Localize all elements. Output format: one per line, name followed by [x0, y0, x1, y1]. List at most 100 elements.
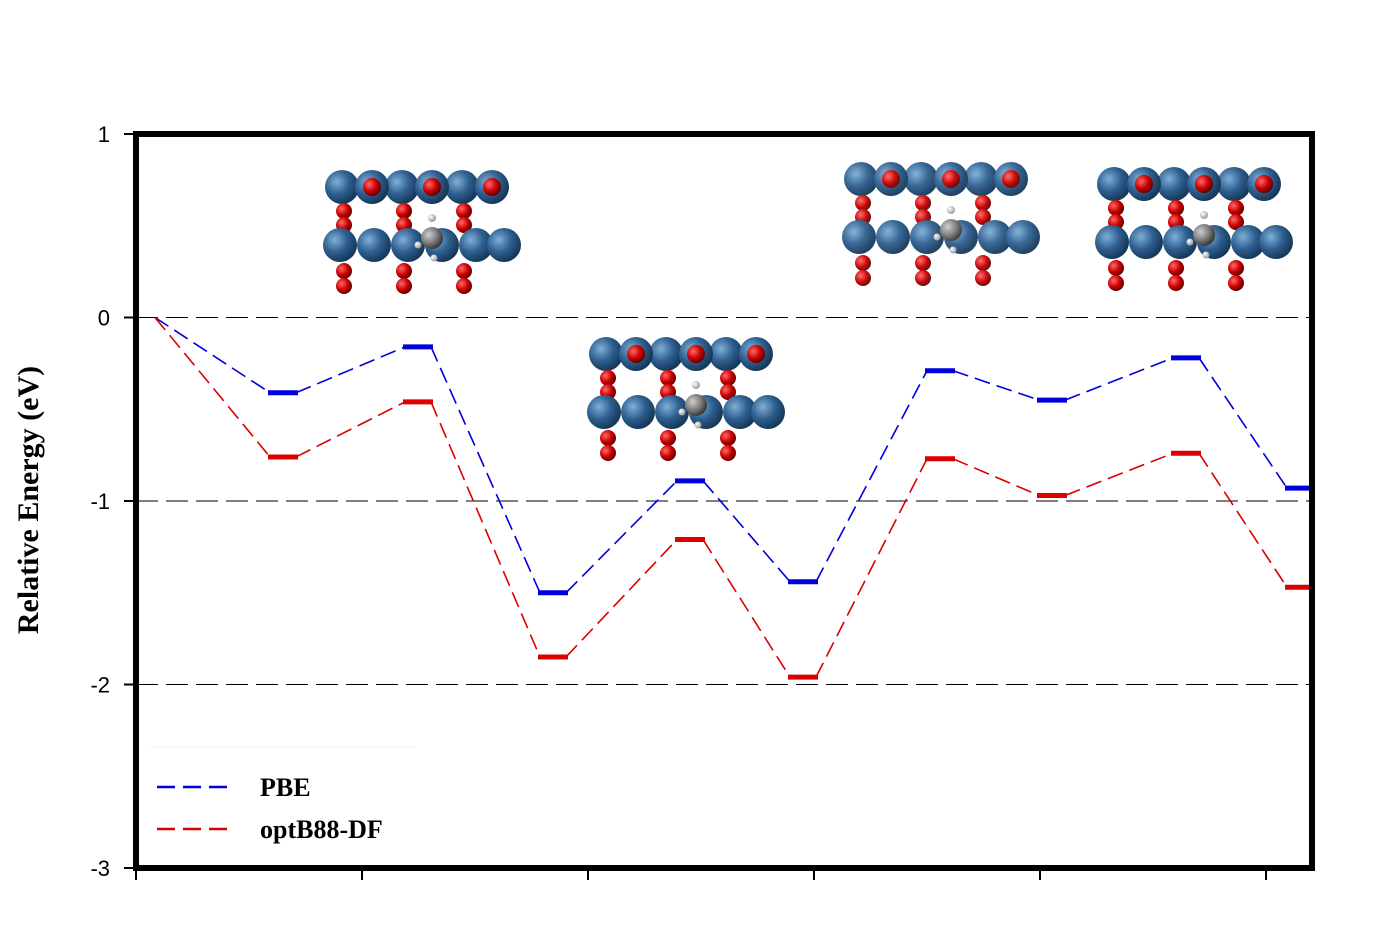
- hydrogen-atom: [414, 241, 422, 249]
- metal-atom: [751, 395, 785, 429]
- y-tick-label: 1: [98, 122, 110, 147]
- oxygen-atom: [456, 203, 472, 219]
- oxygen-atom: [975, 209, 991, 225]
- connector-line: [154, 316, 271, 394]
- hydrogen-atom: [1200, 211, 1208, 219]
- oxygen-atom: [336, 263, 352, 279]
- connector-line: [565, 480, 678, 594]
- oxygen-atom: [687, 345, 705, 363]
- oxygen-atom: [975, 195, 991, 211]
- oxygen-atom: [915, 255, 931, 271]
- metal-atom: [1231, 225, 1265, 259]
- oxygen-atom: [720, 445, 736, 461]
- hydrogen-atom: [949, 246, 957, 254]
- metal-atom: [487, 228, 521, 262]
- y-axis-label: Relative Energy (eV): [12, 366, 45, 634]
- oxygen-atom: [720, 384, 736, 400]
- metal-atom: [1259, 225, 1293, 259]
- connector-line: [815, 370, 928, 583]
- y-tick-label: -2: [90, 673, 110, 698]
- oxygen-atom: [1195, 175, 1213, 193]
- carbon-atom: [421, 227, 443, 249]
- oxygen-atom: [1108, 275, 1124, 291]
- metal-atom: [325, 170, 359, 204]
- oxygen-atom: [396, 278, 412, 294]
- oxygen-atom: [600, 370, 616, 386]
- oxygen-atom: [600, 445, 616, 461]
- structure-insets: [323, 162, 1293, 461]
- oxygen-atom: [1228, 275, 1244, 291]
- legend-label: PBE: [260, 773, 311, 802]
- hydrogen-atom: [678, 408, 686, 416]
- oxygen-atom: [456, 263, 472, 279]
- oxygen-atom: [1168, 200, 1184, 216]
- hydrogen-atom: [430, 254, 438, 262]
- connector-line: [702, 480, 791, 583]
- oxygen-atom: [720, 430, 736, 446]
- oxygen-atom: [660, 430, 676, 446]
- oxygen-atom: [600, 430, 616, 446]
- oxygen-atom: [1135, 175, 1153, 193]
- metal-atom: [723, 395, 757, 429]
- x-axis: [135, 868, 1267, 880]
- structure-1-inset: [323, 170, 521, 294]
- oxygen-atom: [1168, 260, 1184, 276]
- structure-3-inset: [842, 162, 1040, 286]
- metal-atom: [587, 395, 621, 429]
- oxygen-atom: [942, 170, 960, 188]
- connector-line: [565, 538, 678, 658]
- metal-atom: [876, 220, 910, 254]
- series-group: [154, 316, 1312, 680]
- structure-2-inset: [587, 337, 785, 461]
- oxygen-atom: [1108, 260, 1124, 276]
- metal-atom: [709, 337, 743, 371]
- carbon-atom: [940, 219, 962, 241]
- metal-atom: [445, 170, 479, 204]
- hydrogen-atom: [1202, 251, 1210, 259]
- metal-atom: [842, 220, 876, 254]
- oxygen-atom: [747, 345, 765, 363]
- connector-line: [1064, 452, 1174, 497]
- metal-atom: [649, 337, 683, 371]
- metal-atom: [1095, 225, 1129, 259]
- metal-atom: [385, 170, 419, 204]
- series-optb88-df: [154, 316, 1312, 680]
- metal-atom: [1163, 225, 1197, 259]
- oxygen-atom: [975, 255, 991, 271]
- hydrogen-atom: [694, 421, 702, 429]
- oxygen-atom: [336, 278, 352, 294]
- oxygen-atom: [456, 217, 472, 233]
- connector-line: [430, 346, 541, 594]
- oxygen-atom: [336, 203, 352, 219]
- connector-line: [952, 369, 1040, 401]
- hydrogen-atom: [692, 381, 700, 389]
- y-tick-label: 0: [98, 306, 110, 331]
- hydrogen-atom: [1186, 238, 1194, 246]
- oxygen-atom: [1108, 200, 1124, 216]
- connector-line: [952, 458, 1040, 497]
- metal-atom: [1129, 225, 1163, 259]
- metal-atom: [1006, 220, 1040, 254]
- structure-4-inset: [1095, 167, 1293, 291]
- oxygen-atom: [975, 270, 991, 286]
- metal-atom: [1097, 167, 1131, 201]
- oxygen-atom: [882, 170, 900, 188]
- metal-atom: [964, 162, 998, 196]
- oxygen-atom: [363, 178, 381, 196]
- oxygen-atom: [1228, 200, 1244, 216]
- y-tick-label: -3: [90, 856, 110, 881]
- connector-line: [702, 539, 791, 678]
- connector-line: [1198, 452, 1288, 588]
- metal-atom: [459, 228, 493, 262]
- series-pbe: [154, 316, 1312, 596]
- connector-line: [295, 346, 406, 394]
- oxygen-atom: [396, 263, 412, 279]
- oxygen-atom: [855, 255, 871, 271]
- metal-atom: [589, 337, 623, 371]
- metal-atom: [391, 228, 425, 262]
- metal-atom: [1217, 167, 1251, 201]
- metal-atom: [978, 220, 1012, 254]
- connector-line: [1198, 357, 1288, 489]
- y-axis: 1 0 -1 -2 -3: [90, 122, 136, 881]
